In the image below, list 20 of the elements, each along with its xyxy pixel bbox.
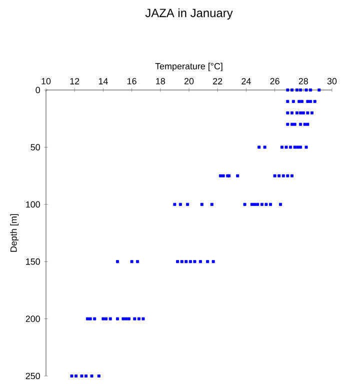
x-tick-label: 16 xyxy=(128,78,136,84)
y-tick-label: 150 xyxy=(26,258,40,265)
x-tick-label: 28 xyxy=(298,78,308,84)
y-axis-title: Depth [m] xyxy=(10,214,19,252)
y-tick-label: 250 xyxy=(26,372,40,380)
y-tick-label: 0 xyxy=(36,86,40,94)
x-tick-label: 12 xyxy=(70,78,80,84)
x-tick-label: 22 xyxy=(213,78,222,84)
x-tick-label: 10 xyxy=(42,78,51,84)
x-tick-label: 30 xyxy=(327,78,337,84)
x-tick-label: 26 xyxy=(270,78,280,84)
y-tick-label: 100 xyxy=(26,201,40,208)
y-tick-label: 50 xyxy=(30,144,40,150)
y-tick-label: 200 xyxy=(26,316,40,322)
x-tick-label: 18 xyxy=(156,78,165,84)
x-tick-label: 24 xyxy=(242,78,251,84)
x-axis-title: Temperature [°C] xyxy=(155,62,222,72)
x-tick-label: 14 xyxy=(98,78,108,84)
x-tick-label: 20 xyxy=(184,78,194,84)
chart-title: JAZA in January xyxy=(145,8,233,20)
